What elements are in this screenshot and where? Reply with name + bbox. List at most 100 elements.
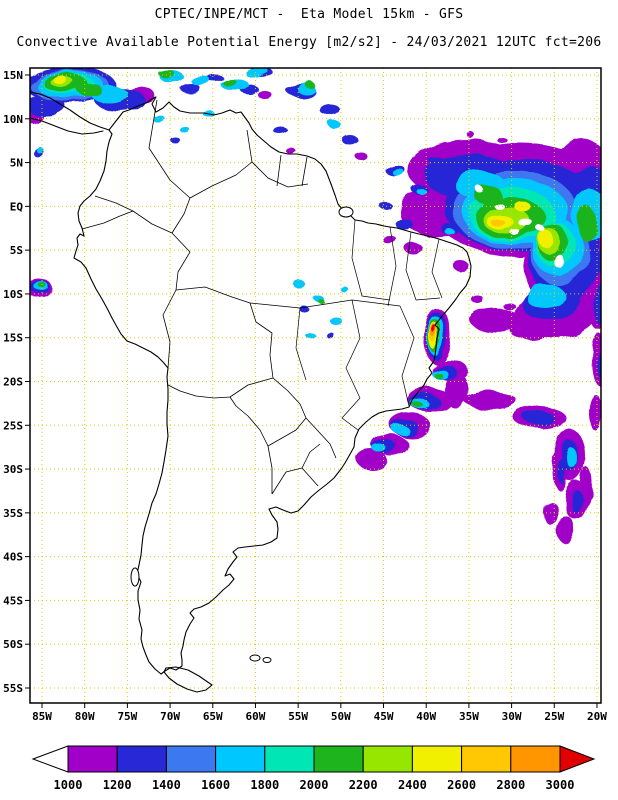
cape-contour-patch [329, 316, 341, 324]
colorbar-segment [461, 745, 512, 773]
cape-contour-patch [154, 116, 166, 124]
lon-tick-label: 65W [203, 710, 223, 723]
colorbar-tick-label: 3000 [546, 778, 575, 792]
cape-contour-patch [285, 147, 295, 153]
cape-contour-patch [354, 151, 366, 159]
colorbar-over-arrow [559, 745, 596, 773]
south-america-coastline [73, 96, 472, 675]
cape-contour-patch [431, 324, 435, 332]
colorbar-segment [264, 745, 315, 773]
cape-contour-patch [341, 287, 349, 293]
lat-tick-label: 50S [3, 638, 23, 651]
cape-contour-patch [588, 394, 601, 430]
cape-contour-patch [319, 300, 325, 304]
cape-contour-patch [300, 307, 310, 313]
cape-contour-patch [497, 137, 507, 143]
cape-contour-patch [510, 320, 550, 340]
cape-contour-patch [320, 104, 340, 116]
cape-contour-patch [452, 260, 468, 270]
colorbar-segment [116, 745, 167, 773]
country-borders [81, 99, 337, 495]
cape-contour-patch [294, 281, 306, 289]
cape-contour-patch [538, 229, 552, 247]
cape-contour-patch [305, 82, 315, 88]
cape-contour-patch [417, 189, 427, 195]
cape-contour-patch [170, 137, 180, 143]
lon-tick-label: 35W [459, 710, 479, 723]
cape-shaded-field [30, 68, 601, 543]
cape-contour-patch [525, 284, 565, 308]
cape-contour-patch [557, 149, 567, 155]
cape-contour-patch [383, 236, 397, 244]
lat-tick-label: 30S [3, 463, 23, 476]
colorbar-tick-label: 2200 [349, 778, 378, 792]
colorbar-segment [67, 745, 118, 773]
cape-contour-patch [525, 412, 555, 426]
tierra-del-fuego-island [163, 666, 213, 693]
cape-contour-patch [595, 285, 601, 325]
cape-contour-patch [445, 229, 455, 235]
cape-contour-patch [578, 208, 598, 242]
cape-contour-patch [342, 135, 358, 145]
cape-contour-patch [428, 156, 442, 164]
lat-tick-label: EQ [10, 200, 24, 213]
lon-tick-label: 50W [331, 710, 351, 723]
cape-contour-patch [180, 83, 200, 93]
map-frame [29, 67, 602, 704]
cape-contour-patch [582, 159, 590, 165]
cape-contour-patch [413, 402, 423, 408]
lon-tick-label: 85W [32, 710, 52, 723]
colorbar-tick-label: 1400 [152, 778, 181, 792]
cape-contour-patch [157, 68, 173, 76]
cape-contour-patch [491, 219, 505, 227]
geography-layer [30, 91, 472, 693]
cape-contour-patch [78, 83, 102, 97]
cape-contour-patch [528, 144, 536, 150]
cape-contour-patch [223, 79, 237, 87]
cape-contour-patch [357, 450, 387, 470]
cape-contour-patch [434, 372, 442, 378]
lon-tick-label: 20W [587, 710, 607, 723]
cape-contour-patch [256, 68, 268, 75]
lon-tick-label: 55W [288, 710, 308, 723]
lat-tick-label: 20S [3, 375, 23, 388]
colorbar-tick-label: 1200 [103, 778, 132, 792]
lon-tick-label: 45W [374, 710, 394, 723]
cape-contour-patch [329, 121, 341, 129]
lon-tick-label: 70W [160, 710, 180, 723]
colorbar-tick-label: 1800 [250, 778, 279, 792]
lon-tick-label: 25W [544, 710, 564, 723]
cape-contour-patch [207, 74, 223, 82]
colorbar-tick-label: 2600 [447, 778, 476, 792]
lat-tick-label: 25S [3, 419, 23, 432]
cape-contour-patch [536, 225, 544, 231]
lon-tick-label: 60W [246, 710, 266, 723]
cape-contour-patch [373, 445, 387, 453]
colorbar-segment [411, 745, 463, 773]
cape-contour-patch [396, 220, 414, 230]
falkland-island-west [249, 654, 261, 662]
cape-contour-patch [190, 75, 210, 85]
cape-contour-patch [558, 460, 566, 484]
falkland-island-east [262, 657, 272, 663]
colorbar-tick-label: 2800 [496, 778, 525, 792]
cape-contour-patch [543, 500, 557, 524]
cape-contour-patch [468, 133, 476, 139]
colorbar-segment [362, 745, 413, 773]
cape-contour-patch [305, 332, 315, 338]
lat-tick-label: 10N [3, 113, 23, 126]
lat-tick-label: 15N [3, 69, 23, 82]
cape-contour-patch [53, 76, 67, 84]
cape-contour-patch [555, 255, 565, 269]
cape-contour-patch [379, 201, 391, 209]
cape-contour-patch [580, 467, 592, 497]
lat-tick-label: 15S [3, 332, 23, 345]
cape-contour-patch [567, 448, 577, 468]
lat-tick-label: 40S [3, 551, 23, 564]
cape-contour-patch [597, 346, 601, 378]
cape-contour-patch [518, 218, 532, 226]
cape-contour-patch [470, 308, 520, 332]
cape-contour-patch [36, 147, 44, 153]
lon-tick-label: 30W [502, 710, 522, 723]
